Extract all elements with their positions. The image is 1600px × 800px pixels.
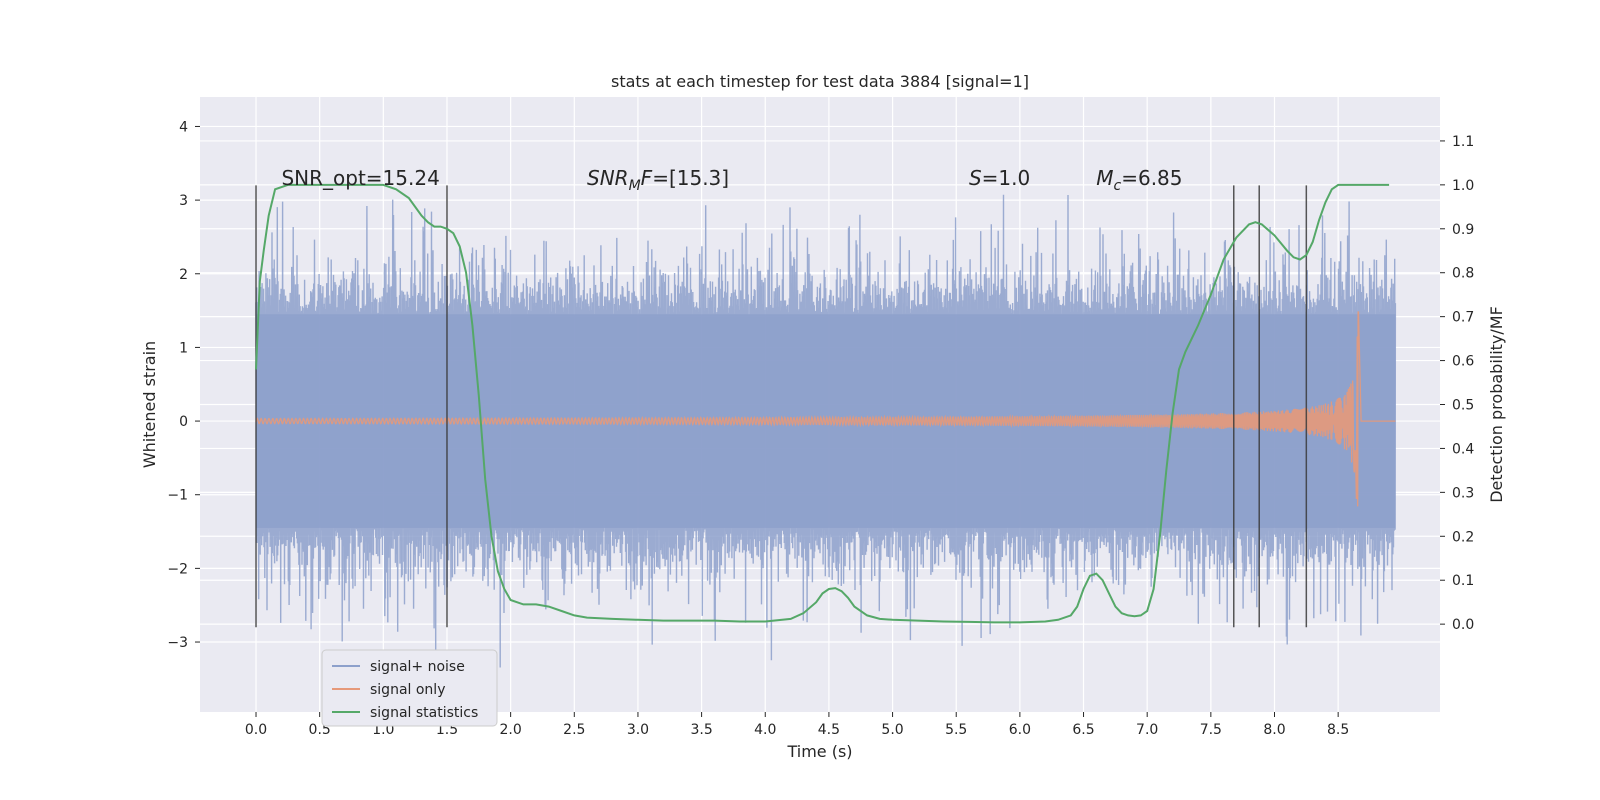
x-tick-label: 7.0	[1136, 722, 1158, 738]
y-right-tick-label: 0.2	[1452, 529, 1474, 545]
legend-box	[321, 649, 498, 727]
annotation-3: Mc=6.85	[1096, 166, 1182, 194]
y-left-tick-label: 4	[179, 119, 188, 135]
y-right-tick-label: 0.3	[1452, 485, 1474, 501]
y-right-tick-label: 1.0	[1452, 178, 1474, 194]
x-tick-label: 2.5	[563, 722, 585, 738]
y-left-tick-label: −2	[167, 561, 188, 577]
plot-content	[255, 183, 1397, 668]
x-tick-label: 3.0	[627, 722, 649, 738]
legend-label: signal+ noise	[370, 659, 465, 675]
x-tick-label: 5.5	[945, 722, 967, 738]
y-right-tick-label: 0.0	[1452, 617, 1474, 633]
legend: signal+ noise signal only signal statistic…	[321, 649, 498, 727]
x-tick-label: 4.0	[754, 722, 776, 738]
y-left-tick-label: −3	[167, 635, 188, 651]
y-left-tick-label: −1	[167, 488, 188, 504]
annotation-2: S=1.0	[969, 166, 1030, 190]
y-left-tick-label: 3	[179, 193, 188, 209]
x-tick-label: 4.5	[818, 722, 840, 738]
y-right-tick-label: 0.1	[1452, 573, 1474, 589]
legend-label: signal statistics	[370, 705, 478, 721]
legend-label: signal only	[370, 682, 445, 698]
x-tick-label: 0.0	[245, 722, 267, 738]
x-tick-label: 8.0	[1263, 722, 1285, 738]
x-tick-label: 6.5	[1072, 722, 1094, 738]
x-tick-label: 8.5	[1327, 722, 1349, 738]
x-tick-label: 2.0	[500, 722, 522, 738]
y-right-tick-label: 0.8	[1452, 266, 1474, 282]
y-left-tick-label: 0	[179, 414, 188, 430]
y-right-tick-label: 1.1	[1452, 134, 1474, 150]
y-right-tick-label: 0.6	[1452, 354, 1474, 370]
series-signal-plus-noise	[255, 194, 1397, 668]
series-signal-only	[255, 311, 1396, 507]
x-axis-label: Time (s)	[786, 742, 852, 761]
annotation-1: SNRMF=[15.3]	[587, 166, 729, 194]
y-right-tick-label: 0.4	[1452, 441, 1474, 457]
y-right-tick-label: 0.5	[1452, 398, 1474, 414]
y-left-tick-label: 2	[179, 267, 188, 283]
series-signal-statistics	[255, 183, 1390, 624]
y-left-tick-label: 1	[179, 340, 188, 356]
y-axis-label-right: Detection probability/MF	[1487, 306, 1506, 503]
annotation-0: SNR_opt=15.24	[281, 166, 439, 190]
y-right-tick-label: 0.9	[1452, 222, 1474, 238]
y-right-tick-label: 0.7	[1452, 310, 1474, 326]
y-axis-label-left: Whitened strain	[140, 341, 159, 468]
x-tick-label: 6.0	[1009, 722, 1031, 738]
x-tick-label: 5.0	[881, 722, 903, 738]
chart-title: stats at each timestep for test data 388…	[611, 72, 1029, 91]
x-tick-label: 7.5	[1200, 722, 1222, 738]
x-tick-label: 3.5	[690, 722, 712, 738]
